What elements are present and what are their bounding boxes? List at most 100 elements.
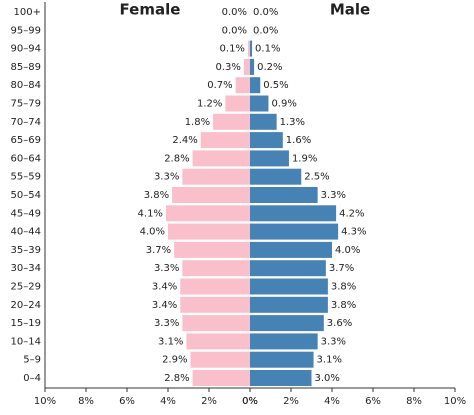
bar bbox=[190, 351, 250, 368]
category-label: 10–14 bbox=[11, 336, 41, 347]
value-label: 0.9% bbox=[271, 99, 296, 110]
value-label: 4.1% bbox=[138, 208, 163, 219]
value-label: 3.3% bbox=[154, 172, 179, 183]
value-label: 0.2% bbox=[257, 62, 282, 73]
bar bbox=[250, 370, 312, 386]
value-label: 0.3% bbox=[215, 62, 240, 73]
value-label: 0.0% bbox=[222, 25, 247, 36]
x-tick-label: 0% bbox=[242, 396, 258, 407]
category-label: 60–64 bbox=[11, 153, 41, 164]
bar bbox=[172, 187, 250, 203]
category-label: 35–39 bbox=[11, 245, 41, 256]
category-label: 20–24 bbox=[11, 300, 41, 311]
value-label: 0.1% bbox=[255, 44, 280, 55]
value-label: 4.2% bbox=[339, 208, 364, 219]
category-label: 0–4 bbox=[23, 373, 41, 384]
bar bbox=[250, 333, 318, 350]
value-label: 1.9% bbox=[292, 153, 317, 164]
bar bbox=[168, 223, 250, 240]
x-tick-label: 6% bbox=[119, 396, 135, 407]
bar bbox=[250, 40, 253, 57]
category-label: 70–74 bbox=[11, 117, 41, 128]
category-label: 100+ bbox=[14, 7, 41, 18]
value-label: 4.0% bbox=[335, 245, 360, 256]
bar bbox=[250, 113, 277, 130]
bar bbox=[243, 58, 250, 75]
value-label: 3.4% bbox=[152, 282, 177, 293]
value-label: 1.6% bbox=[286, 135, 311, 146]
value-label: 3.8% bbox=[144, 190, 169, 201]
value-label: 1.3% bbox=[280, 117, 305, 128]
x-tick-label: 0% bbox=[242, 396, 258, 407]
value-label: 0.5% bbox=[263, 80, 288, 91]
bar bbox=[192, 370, 250, 386]
bar bbox=[235, 77, 250, 94]
category-label: 50–54 bbox=[11, 190, 41, 201]
bar bbox=[250, 168, 302, 185]
category-label: 65–69 bbox=[11, 135, 41, 146]
value-label: 0.0% bbox=[253, 25, 278, 36]
series-title: Male bbox=[330, 1, 370, 19]
category-label: 15–19 bbox=[11, 318, 41, 329]
bar bbox=[186, 333, 250, 350]
bar bbox=[250, 241, 332, 258]
value-label: 3.6% bbox=[327, 318, 352, 329]
bar bbox=[250, 223, 339, 240]
bar bbox=[250, 296, 328, 313]
bar bbox=[250, 187, 318, 203]
bar bbox=[250, 150, 289, 167]
x-tick-label: 10% bbox=[34, 396, 56, 407]
category-label: 5–9 bbox=[23, 355, 41, 366]
category-label: 55–59 bbox=[11, 172, 41, 183]
category-label: 30–34 bbox=[11, 263, 41, 274]
value-label: 3.0% bbox=[315, 373, 340, 384]
x-tick-label: 8% bbox=[406, 396, 422, 407]
value-label: 1.8% bbox=[185, 117, 210, 128]
x-tick-label: 2% bbox=[201, 396, 217, 407]
bar bbox=[180, 278, 250, 295]
category-label: 45–49 bbox=[11, 208, 41, 219]
value-label: 3.3% bbox=[321, 190, 346, 201]
bar bbox=[250, 95, 269, 112]
bar bbox=[213, 113, 250, 130]
bar bbox=[250, 58, 255, 75]
value-label: 3.7% bbox=[329, 263, 354, 274]
value-label: 0.7% bbox=[207, 80, 232, 91]
category-label: 80–84 bbox=[11, 80, 41, 91]
category-label: 25–29 bbox=[11, 282, 41, 293]
series-title: Female bbox=[120, 1, 181, 19]
value-label: 3.3% bbox=[154, 318, 179, 329]
bar bbox=[247, 40, 250, 57]
x-tick-label: 2% bbox=[283, 396, 299, 407]
bar bbox=[174, 241, 250, 258]
x-tick-label: 6% bbox=[365, 396, 381, 407]
value-label: 3.3% bbox=[154, 263, 179, 274]
value-label: 2.9% bbox=[162, 355, 187, 366]
value-label: 2.8% bbox=[164, 153, 189, 164]
value-label: 3.1% bbox=[158, 336, 183, 347]
bar bbox=[225, 95, 250, 112]
bar bbox=[250, 205, 337, 222]
bar bbox=[180, 296, 250, 313]
category-label: 40–44 bbox=[11, 227, 41, 238]
bar bbox=[182, 260, 250, 277]
value-label: 3.8% bbox=[331, 300, 356, 311]
bar bbox=[192, 150, 250, 167]
bar bbox=[165, 205, 250, 222]
bar bbox=[250, 77, 261, 94]
bar bbox=[250, 260, 326, 277]
bar bbox=[250, 315, 324, 332]
value-label: 2.8% bbox=[164, 373, 189, 384]
bar bbox=[250, 132, 283, 149]
value-label: 3.4% bbox=[152, 300, 177, 311]
category-label: 85–89 bbox=[11, 62, 41, 73]
x-tick-label: 8% bbox=[78, 396, 94, 407]
x-tick-label: 4% bbox=[324, 396, 340, 407]
value-label: 0.0% bbox=[222, 7, 247, 18]
value-label: 0.1% bbox=[220, 44, 245, 55]
value-label: 3.7% bbox=[146, 245, 171, 256]
x-tick-label: 4% bbox=[160, 396, 176, 407]
value-label: 3.1% bbox=[317, 355, 342, 366]
bar bbox=[250, 278, 328, 295]
